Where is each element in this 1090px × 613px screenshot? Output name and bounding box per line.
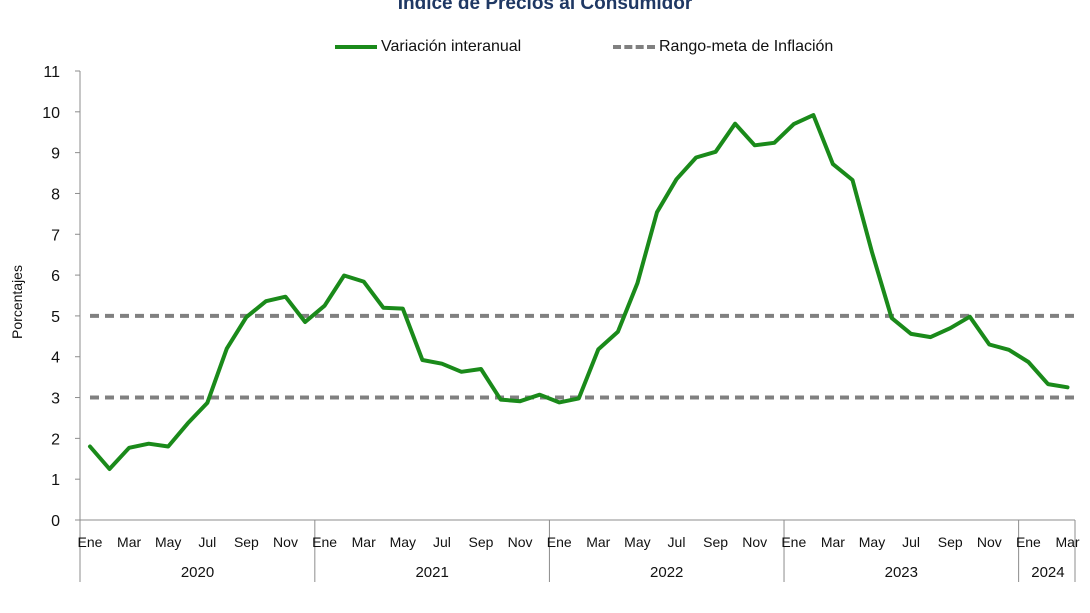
x-tick-label: Mar [117,534,141,550]
y-tick-label: 1 [51,472,60,489]
x-year-label: 2021 [415,564,448,581]
y-tick-label: 3 [51,391,60,408]
x-tick-label: Sep [703,534,728,550]
y-tick-label: 2 [51,431,60,448]
x-tick-label: May [859,534,885,550]
y-tick-label: 10 [42,105,60,122]
legend-swatch-dashed-line [613,45,655,49]
x-tick-label: Ene [1016,534,1041,550]
x-tick-label: May [390,534,416,550]
y-tick-label: 9 [51,146,60,163]
x-tick-label: Nov [742,534,767,550]
x-tick-label: Mar [1055,534,1079,550]
x-tick-label: Sep [234,534,259,550]
y-tick-label: 0 [51,513,60,530]
x-tick-label: May [155,534,181,550]
y-tick-label: 8 [51,186,60,203]
y-tick-label: 7 [51,227,60,244]
x-tick-label: Jul [433,534,451,550]
legend-swatch-solid-line [335,45,377,49]
x-year-label: 2023 [885,564,918,581]
x-year-label: 2020 [181,564,214,581]
y-tick-label: 5 [51,309,60,326]
x-tick-label: Ene [547,534,572,550]
x-tick-label: Ene [781,534,806,550]
x-tick-label: Mar [352,534,376,550]
legend-item-variacion: Variación interanual [335,37,521,57]
x-tick-label: Sep [469,534,494,550]
x-tick-label: Mar [821,534,845,550]
x-tick-label: May [624,534,650,550]
y-tick-label: 6 [51,268,60,285]
x-tick-label: Sep [938,534,963,550]
x-tick-label: Mar [586,534,610,550]
x-year-label: 2024 [1031,564,1064,581]
x-tick-label: Jul [668,534,686,550]
x-tick-label: Nov [508,534,533,550]
x-year-label: 2022 [650,564,683,581]
x-tick-label: Ene [78,534,103,550]
series-line-variacion-interanual [88,113,1070,471]
y-tick-label: 11 [43,64,60,81]
chart-title: Índice de Precios al Consumidor [397,0,693,14]
y-tick-label: 4 [51,350,60,367]
x-tick-label: Nov [977,534,1002,550]
x-tick-label: Jul [198,534,216,550]
legend-label-rango-meta: Rango-meta de Inflación [659,38,834,55]
x-tick-label: Nov [273,534,298,550]
x-tick-label: Jul [902,534,920,550]
legend-item-rango-meta: Rango-meta de Inflación [613,37,833,57]
legend-label-variacion: Variación interanual [381,38,522,55]
x-tick-label: Ene [312,534,337,550]
